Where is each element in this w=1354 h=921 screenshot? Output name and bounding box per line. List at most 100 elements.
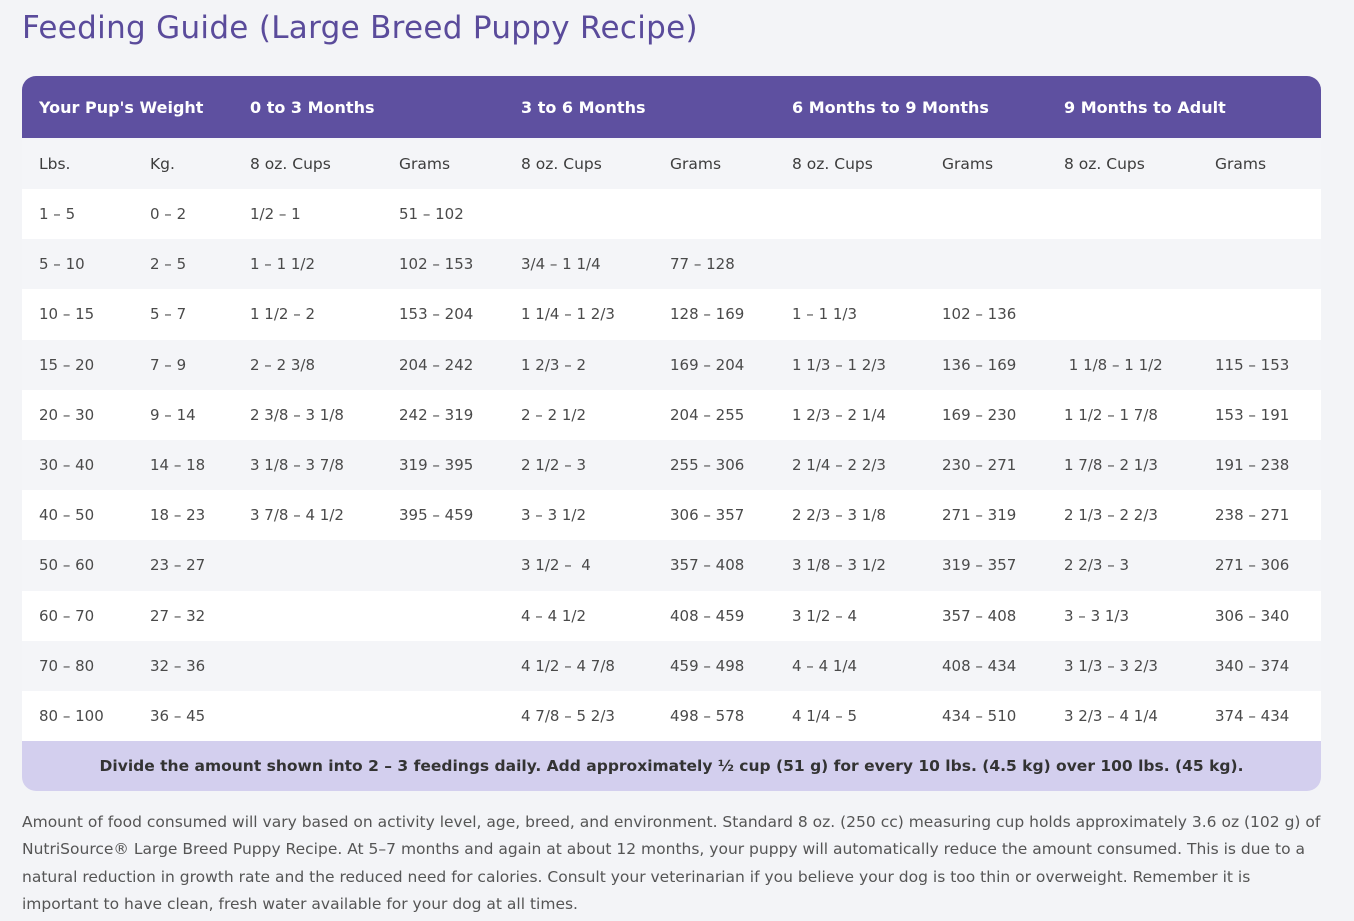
table-cell: 2 1/2 – 3: [521, 456, 587, 475]
table-cell: 1 2/3 – 2 1/4: [792, 405, 886, 424]
subheader-cell: Grams: [670, 154, 722, 173]
table-cell: 4 1/4 – 5: [792, 706, 858, 725]
table-cell: 153 – 204: [399, 305, 474, 324]
table-cell: 1 1/4 – 1 2/3: [521, 305, 615, 324]
table-cell: 459 – 498: [670, 656, 745, 675]
table-cell: 70 – 80: [39, 656, 95, 675]
table-cell: 40 – 50: [39, 506, 95, 525]
table-cell: 1 – 1 1/3: [792, 305, 858, 324]
table-cell: 115 – 153: [1215, 355, 1290, 374]
table-row: 10 – 15 5 – 7 1 1/2 – 2 153 – 204 1 1/4 – 1 …: [22, 289, 1321, 340]
table-cell: 3 1/2 – 4: [792, 606, 858, 625]
table-cell: 18 – 23: [150, 506, 206, 525]
table-cell: 2 – 2 1/2: [521, 405, 587, 424]
table-cell: 27 – 32: [150, 606, 206, 625]
table-cell: 153 – 191: [1215, 405, 1290, 424]
table-cell: 7 – 9: [150, 355, 187, 374]
table-cell: 50 – 60: [39, 556, 95, 575]
subheader-cell: 8 oz. Cups: [521, 154, 602, 173]
table-cell: 169 – 230: [942, 405, 1017, 424]
table-cell: 3 – 3 1/3: [1064, 606, 1130, 625]
table-cell: 242 – 319: [399, 405, 474, 424]
table-cell: 1 2/3 – 2: [521, 355, 587, 374]
table-cell: 9 – 14: [150, 405, 196, 424]
table-cell: 1 1/3 – 1 2/3: [792, 355, 886, 374]
table-cell: 1 – 5: [39, 205, 76, 224]
table-cell: 136 – 169: [942, 355, 1017, 374]
header-cell: 9 Months to Adult: [1064, 97, 1226, 117]
table-cell: 319 – 395: [399, 456, 474, 475]
table-cell: 255 – 306: [670, 456, 745, 475]
table-cell: 4 1/2 – 4 7/8: [521, 656, 615, 675]
table-cell: 128 – 169: [670, 305, 745, 324]
table-cell: 2 2/3 – 3: [1064, 556, 1130, 575]
table-cell: 306 – 340: [1215, 606, 1290, 625]
subheader-cell: 8 oz. Cups: [1064, 154, 1145, 173]
table-cell: 5 – 7: [150, 305, 187, 324]
table-cell: 1 1/8 – 1 1/2: [1064, 355, 1163, 374]
table-cell: 3 1/8 – 3 7/8: [250, 456, 344, 475]
table-row: 30 – 40 14 – 18 3 1/8 – 3 7/8 319 – 395 2 1/…: [22, 439, 1321, 491]
feeding-note: Amount of food consumed will vary based …: [22, 813, 1321, 913]
table-cell: 319 – 357: [942, 556, 1017, 575]
table-cell: 51 – 102: [399, 205, 464, 224]
table-cell: 3 7/8 – 4 1/2: [250, 506, 344, 525]
table-cell: 1 – 1 1/2: [250, 255, 316, 274]
table-cell: 357 – 408: [670, 556, 745, 575]
table-row: 60 – 70 27 – 32 4 – 4 1/2 408 – 459 3 1/2 – …: [22, 590, 1321, 641]
table-cell: 374 – 434: [1215, 706, 1290, 725]
table-cell: 3/4 – 1 1/4: [521, 255, 601, 274]
table-cell: 271 – 306: [1215, 556, 1290, 575]
header-cell: 3 to 6 Months: [521, 97, 646, 117]
table-cell: 395 – 459: [399, 506, 474, 525]
table-cell: 191 – 238: [1215, 456, 1290, 475]
table-header: Your Pup's Weight 0 to 3 Months 3 to 6 Mon…: [22, 76, 1321, 138]
table-cell: 1 1/2 – 2: [250, 305, 316, 324]
table-cell: 102 – 136: [942, 305, 1017, 324]
subheader-cell: Grams: [399, 154, 451, 173]
table-cell: 4 – 4 1/4: [792, 656, 858, 675]
table-cell: 306 – 357: [670, 506, 745, 525]
table-cell: 23 – 27: [150, 556, 206, 575]
table-row: 20 – 30 9 – 14 2 3/8 – 3 1/8 242 – 319 2 – 2…: [22, 389, 1321, 440]
table-cell: 357 – 408: [942, 606, 1017, 625]
table-cell: 3 – 3 1/2: [521, 506, 587, 525]
subheader-cell: Lbs.: [39, 154, 71, 173]
table-row: 70 – 80 32 – 36 4 1/2 – 4 7/8 459 – 498 4 – …: [22, 640, 1321, 691]
table-cell: 5 – 10: [39, 255, 85, 274]
table-cell: 0 – 2: [150, 205, 187, 224]
table-cell: 408 – 459: [670, 606, 745, 625]
table-cell: 60 – 70: [39, 606, 95, 625]
table-cell: 14 – 18: [150, 456, 206, 475]
table-cell: 3 1/3 – 3 2/3: [1064, 656, 1158, 675]
table-cell: 408 – 434: [942, 656, 1017, 675]
table-cell: 77 – 128: [670, 255, 735, 274]
header-cell: 0 to 3 Months: [250, 97, 375, 117]
table-cell: 2 1/3 – 2 2/3: [1064, 506, 1158, 525]
table-cell: 2 – 5: [150, 255, 187, 274]
feeding-table: Your Pup's Weight 0 to 3 Months 3 to 6 Mon…: [22, 76, 1321, 792]
table-row: 5 – 10 2 – 5 1 – 1 1/2 102 – 153 3/4 – 1 1/4…: [22, 239, 1321, 290]
table-cell: 1 7/8 – 2 1/3: [1064, 456, 1158, 475]
table-cell: 15 – 20: [39, 355, 95, 374]
subheader-cell: Grams: [942, 154, 994, 173]
table-cell: 204 – 255: [670, 405, 745, 424]
table-cell: 20 – 30: [39, 405, 95, 424]
table-row: 40 – 50 18 – 23 3 7/8 – 4 1/2 395 – 459 3 – …: [22, 490, 1321, 541]
table-cell: 32 – 36: [150, 656, 206, 675]
table-cell: 3 1/2 – 4: [521, 556, 591, 575]
table-cell: 2 – 2 3/8: [250, 355, 316, 374]
table-row: 1 – 5 0 – 2 1/2 – 1 51 – 102: [22, 189, 1321, 240]
table-cell: 169 – 204: [670, 355, 745, 374]
table-cell: 204 – 242: [399, 355, 474, 374]
table-subheader: Lbs. Kg. 8 oz. Cups Grams 8 oz. Cups Grams 8 o…: [22, 138, 1321, 189]
table-row: 80 – 100 36 – 45 4 7/8 – 5 2/3 498 – 578 4 1…: [22, 690, 1321, 742]
table-cell: 4 7/8 – 5 2/3: [521, 706, 615, 725]
table-cell: 1/2 – 1: [250, 205, 301, 224]
page-title: Feeding Guide (Large Breed Puppy Recipe): [22, 10, 698, 46]
table-cell: 3 2/3 – 4 1/4: [1064, 706, 1158, 725]
table-row: 50 – 60 23 – 27 3 1/2 – 4 357 – 408 3 1/8 – …: [22, 540, 1321, 591]
table-cell: 230 – 271: [942, 456, 1017, 475]
header-cell: Your Pup's Weight: [39, 97, 204, 117]
table-cell: 2 1/4 – 2 2/3: [792, 456, 886, 475]
